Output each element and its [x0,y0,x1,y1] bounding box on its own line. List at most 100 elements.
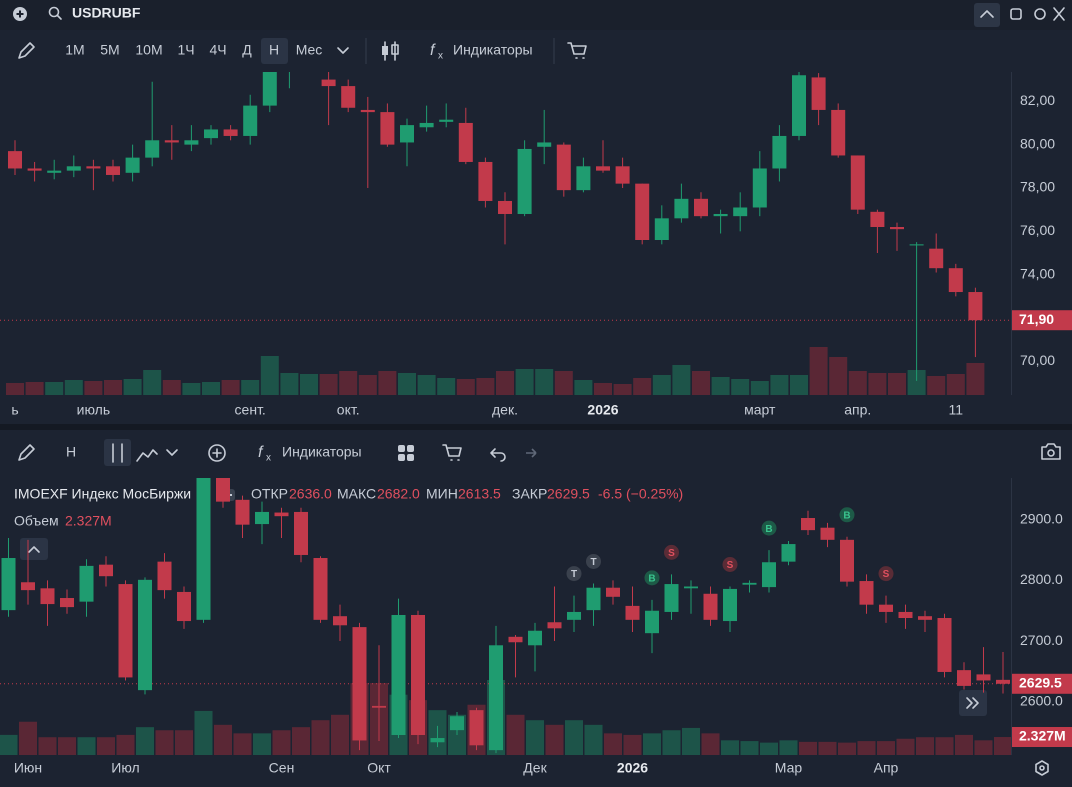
x-tick-label: Сен [269,760,295,776]
interval-button[interactable]: 1M [65,42,84,58]
scroll-to-end[interactable] [959,690,987,716]
interval-button[interactable]: Мес [296,42,323,58]
x-tick-label: ь [11,402,18,418]
candle-body [430,738,445,743]
candle-body [742,582,757,585]
interval-button[interactable]: 5M [100,42,119,58]
candle-body [918,616,932,620]
candle-body [674,198,689,219]
interval-menu[interactable] [337,47,349,54]
collapse-legend[interactable] [20,538,48,560]
draw-icon[interactable] [18,444,35,461]
candle-body [879,604,893,612]
volume-bar [554,371,573,395]
volume-bar [818,741,837,755]
x-tick-label: сент. [235,402,266,418]
trade-marker[interactable] [877,565,895,583]
volume-bar [955,734,973,755]
trade-marker[interactable] [721,555,739,573]
legend-value: 2613.5 [458,486,501,502]
candle-body [909,244,924,246]
cart-icon[interactable] [567,42,587,59]
interval[interactable]: Н [66,444,76,460]
trade-marker[interactable] [643,569,661,587]
symbol[interactable]: USDRUBF [72,5,141,21]
candle-body [596,166,610,171]
candles-icon-body [382,46,388,55]
candle-body [820,527,835,540]
candle-body [99,564,113,577]
interval-button[interactable]: 1Ч [177,42,194,58]
indicators-button[interactable]: Индикаторы [453,42,533,58]
trade-marker[interactable] [585,552,602,570]
axis-settings-icon-dot [1039,765,1045,771]
candle-body [664,584,679,612]
interval-button[interactable]: Н [269,42,279,58]
volume-bar [927,376,946,395]
candle-body [957,670,971,686]
volume-legend-value: 2.327M [65,513,112,529]
plot-area [0,72,1011,395]
candle-body [223,129,238,136]
candle-body [79,565,94,602]
volume-tag-label: 2.327M [1019,728,1066,744]
volume-bar [194,710,213,755]
draw-icon[interactable] [18,42,35,59]
trade-marker-label: B [765,524,772,535]
interval-button[interactable]: Д [242,42,252,58]
volume-bar [790,375,808,395]
window-icon[interactable] [1010,8,1022,20]
candle-body [450,716,464,731]
layout-icon[interactable] [398,445,414,461]
trade-marker[interactable] [663,543,680,561]
volume-bar [476,378,495,395]
volume-bar [701,733,720,755]
settings-icon[interactable] [1034,8,1046,20]
indicators-button[interactable]: Индикаторы [282,444,362,460]
fx-icon[interactable]: f [430,42,436,59]
collapse-legend-icon [28,546,40,553]
candle-body [157,561,172,591]
close-icon[interactable] [1053,7,1065,21]
redo-icon[interactable] [526,448,537,458]
volume-bar [633,378,652,395]
legend-label: МИН [426,486,458,502]
trade-marker-label: S [668,548,675,559]
search-icon[interactable] [48,6,60,18]
volume-bar [123,379,142,395]
candle-body [870,211,885,227]
volume-bar [662,730,681,755]
candle-body [235,499,250,525]
interval-button[interactable]: 10M [135,42,162,58]
compare-icon[interactable] [208,444,226,462]
volume-bar [319,374,338,395]
x-tick-label: 2026 [617,760,648,776]
trade-marker[interactable] [760,519,778,537]
interval-button[interactable]: 4Ч [209,42,226,58]
fx-icon[interactable]: f [258,444,264,461]
axis-settings-icon[interactable] [1035,760,1049,776]
area-icon[interactable] [136,449,158,462]
trade-marker[interactable] [838,506,856,524]
trade-marker[interactable] [565,565,583,583]
candle-body [341,86,356,108]
candle-body [204,129,218,139]
volume-bar [77,737,96,755]
candle-body [898,611,913,619]
volume-bar [143,370,162,395]
collapse-button[interactable] [974,3,1000,27]
screenshot-icon[interactable] [1041,443,1061,460]
cart-icon[interactable] [442,444,462,461]
candle-body [360,109,375,113]
candle-body [831,109,846,156]
active-interval [261,38,288,64]
candle-body [968,292,983,321]
volume-bar [155,730,174,755]
x-tick-label: Июл [111,760,139,776]
x-tick-label: Июн [14,760,42,776]
chart-type-active[interactable] [104,439,131,466]
chart-type-menu[interactable] [166,449,178,456]
volume-bar [104,380,122,395]
undo-icon[interactable] [490,448,506,462]
volume-bar [809,347,828,395]
